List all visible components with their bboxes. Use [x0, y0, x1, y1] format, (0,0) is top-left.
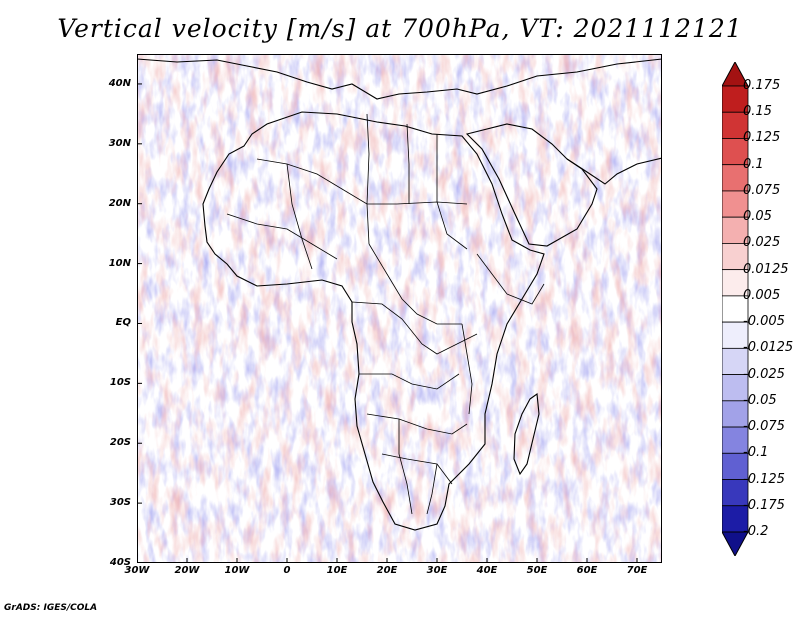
colorbar-label: 0.025	[743, 235, 781, 251]
colorbar-label: -0.0125	[743, 340, 794, 356]
colorbar	[722, 62, 749, 556]
lon-label: 70E	[626, 565, 648, 576]
lat-label: 30S	[109, 497, 131, 509]
lat-label: 10N	[108, 257, 131, 269]
madagascar-coastline	[513, 393, 540, 476]
lon-label: 0	[283, 565, 291, 576]
colorbar-box	[722, 216, 749, 244]
colorbar-box	[722, 347, 749, 375]
map-ticks	[137, 83, 638, 563]
colorbar-box	[722, 374, 749, 402]
lat-label: 10S	[109, 377, 131, 389]
lon-label: 20W	[174, 565, 200, 576]
colorbar-label: 0.075	[743, 182, 781, 198]
colorbar-label: 0.1	[743, 156, 764, 172]
map-panel	[137, 54, 662, 563]
lon-label: 30E	[426, 565, 448, 576]
grads-credit: GrADS: IGES/COLA	[4, 603, 98, 613]
colorbar-label: 0.005	[743, 287, 781, 303]
colorbar-label: -0.025	[743, 366, 785, 382]
colorbar-label: 0.05	[743, 209, 772, 225]
lat-label: 40S	[109, 557, 131, 568]
lon-label: 60E	[576, 565, 598, 576]
colorbar-bottom-arrow	[722, 531, 749, 556]
lat-label: 40N	[108, 77, 131, 89]
lon-label: 10E	[326, 565, 348, 576]
country-borders	[226, 113, 545, 515]
colorbar-box	[722, 85, 749, 113]
lon-label: 50E	[526, 565, 548, 576]
africa-coastline	[202, 111, 545, 531]
colorbar-label: 0.0125	[743, 261, 789, 277]
arabia-coastline	[465, 123, 598, 247]
colorbar-box	[722, 295, 749, 323]
colorbar-label: -0.005	[743, 314, 785, 330]
map-frame	[137, 54, 662, 563]
colorbar-box	[722, 505, 749, 533]
lon-label: 40E	[476, 565, 498, 576]
colorbar-label: 0.125	[743, 130, 781, 146]
lon-label: 10W	[224, 565, 250, 576]
map-canvas	[137, 54, 662, 563]
colorbar-box	[722, 426, 749, 454]
colorbar-box	[722, 243, 749, 271]
colorbar-box	[722, 269, 749, 297]
coastlines	[137, 58, 662, 531]
colorbar-label: -0.175	[743, 497, 785, 513]
lat-label: 20S	[109, 437, 131, 449]
colorbar-label: -0.1	[743, 445, 769, 461]
colorbar-label: -0.05	[743, 392, 777, 408]
lon-label: 30W	[124, 565, 150, 576]
persian-gulf	[566, 157, 662, 185]
map-title: Vertical velocity [m/s] at 700hPa, VT: 2…	[57, 14, 743, 43]
colorbar-label: 0.15	[743, 104, 772, 120]
colorbar-label: -0.2	[743, 524, 769, 539]
velocity-field	[137, 54, 662, 563]
lon-label: 20E	[376, 565, 398, 576]
colorbar-label: -0.125	[743, 471, 785, 487]
colorbar-box	[722, 190, 749, 218]
colorbar-box	[722, 400, 749, 428]
colorbar-label: 0.175	[743, 78, 781, 93]
lat-label: 20N	[108, 197, 131, 209]
colorbar-label: -0.075	[743, 419, 785, 435]
europe-coastline	[137, 58, 662, 100]
lat-label: 30N	[108, 137, 131, 149]
lat-label: EQ	[115, 317, 131, 329]
colorbar-box	[722, 164, 749, 192]
